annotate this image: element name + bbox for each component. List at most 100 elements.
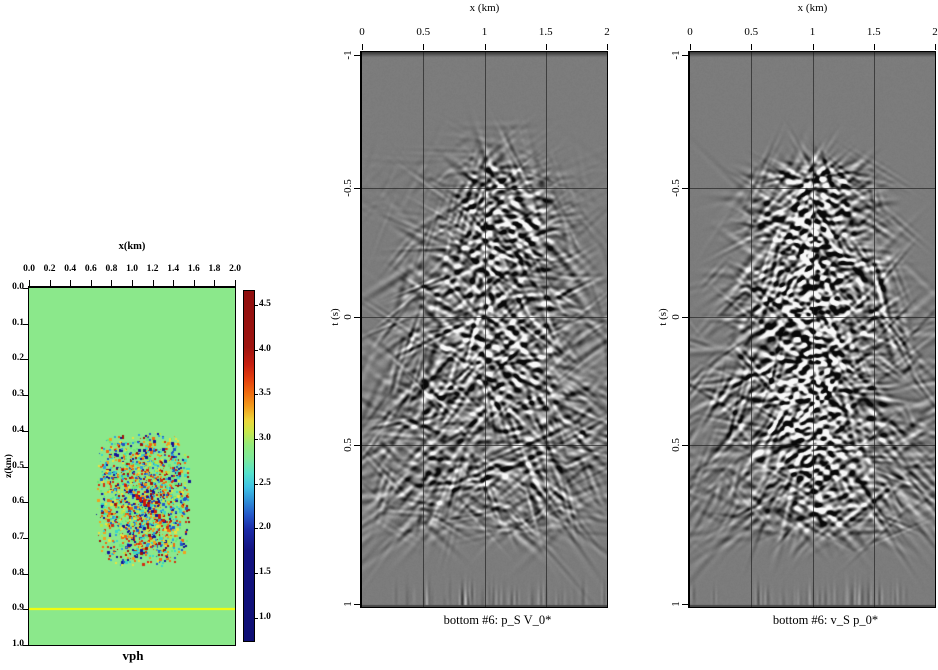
seismic-grid-hline [690, 317, 935, 318]
model-x-tick-label: 0.0 [23, 264, 35, 274]
seismic-x-tick-label: 2 [604, 26, 610, 38]
seismic-t-tick-mark [354, 604, 360, 606]
seismic-grid-vline [423, 52, 424, 607]
model-x-tick-mark [193, 280, 195, 286]
colorbar-tick-mark [254, 349, 258, 351]
seismic-x-tick-label: 2 [932, 26, 938, 38]
seismic-x-tick-mark [362, 44, 363, 50]
seismic-t-tick-mark [354, 187, 360, 189]
seismic-t-tick-mark [682, 55, 688, 57]
seismic-panel-title: x (km) [469, 2, 500, 14]
seismic-grid-hline [362, 317, 607, 318]
seismic-panel-title: x (km) [797, 2, 828, 14]
seismic-grid-vline [813, 52, 814, 607]
model-x-tick-label: 1.0 [126, 264, 138, 274]
seismic-t-tick-label: -0.5 [670, 179, 682, 197]
model-z-tick-label: 0.7 [12, 531, 24, 542]
model-x-tick-mark [173, 280, 175, 286]
model-z-tick-mark [23, 645, 29, 646]
model-z-tick-mark [23, 288, 29, 289]
seismic-x-tick-label: 1.5 [538, 26, 553, 38]
model-x-tick-mark [70, 280, 72, 286]
seismic-t-tick-mark [354, 55, 360, 57]
seismic-x-tick-mark [607, 44, 608, 50]
seismic-t-tick-label: 1 [342, 601, 354, 607]
seismic-caption: bottom #6: p_S V_0* [443, 613, 552, 627]
seismic-x-tick-mark [873, 44, 875, 50]
seismic-t-tick-mark [682, 604, 688, 606]
colorbar-tick-label: 1.0 [259, 611, 271, 622]
colorbar-tick-mark [254, 394, 258, 396]
colorbar-tick-mark [254, 439, 258, 441]
colorbar-tick-label: 3.0 [259, 433, 271, 444]
seismic-gather-canvas [690, 52, 935, 607]
colorbar-tick-label: 4.5 [259, 299, 271, 310]
seismic-t-tick-mark [354, 444, 360, 446]
colorbar [243, 290, 255, 642]
model-panel-title: x(km) [118, 241, 146, 252]
model-z-tick-mark [23, 609, 29, 611]
model-z-tick-mark [23, 359, 29, 361]
model-x-tick-mark [152, 280, 154, 286]
model-x-tick-mark [235, 280, 236, 286]
colorbar-tick-label: 3.5 [259, 388, 271, 399]
colorbar-tick-mark [254, 617, 258, 619]
model-z-tick-label: 0.3 [12, 389, 24, 400]
seismic-grid-hline [362, 188, 607, 189]
seismic-grid-hline [690, 445, 935, 446]
seismic-x-tick-mark [812, 44, 814, 50]
colorbar-tick-label: 2.5 [259, 477, 271, 488]
seismic-grid-hline [690, 188, 935, 189]
seismic-x-tick-label: 1.5 [866, 26, 881, 38]
model-x-tick-label: 1.6 [187, 264, 200, 274]
model-z-tick-mark [23, 466, 29, 468]
seismic-t-tick-label: 0 [670, 313, 682, 320]
colorbar-tick-label: 2.0 [259, 522, 271, 533]
seismic-t-tick-mark [354, 316, 360, 318]
model-x-tick-label: 0.6 [84, 264, 97, 274]
model-z-tick-label: 0.1 [12, 317, 24, 328]
model-x-tick-mark [111, 280, 113, 286]
model-z-tick-label: 0.6 [12, 496, 24, 507]
model-x-tick-mark [29, 280, 30, 286]
colorbar-tick-mark [254, 528, 258, 530]
model-z-tick-mark [23, 323, 29, 325]
seismic-x-tick-mark [690, 44, 691, 50]
model-z-tick-label: 0.4 [12, 424, 24, 435]
seismic-gather-canvas [362, 52, 607, 607]
seismic-t-axis-label: t (s) [329, 308, 341, 326]
seismic-t-tick-mark [682, 316, 688, 318]
seismic-t-tick-label: -1 [342, 50, 354, 60]
seismic-t-axis-label: t (s) [657, 308, 669, 326]
model-z-tick-label: 0.8 [12, 567, 24, 578]
seismic-x-tick-label: 0 [359, 26, 365, 38]
seismic-grid-vline [751, 52, 752, 607]
seismic-x-tick-mark [935, 44, 936, 50]
model-x-tick-mark [214, 280, 216, 286]
seismic-x-tick-label: 0.5 [416, 26, 431, 38]
model-x-tick-label: 0.8 [105, 264, 118, 274]
model-z-tick-label: 0.2 [12, 353, 24, 364]
seismic-x-tick-label: 0.5 [744, 26, 759, 38]
model-heatmap-canvas [29, 288, 235, 645]
model-z-tick-mark [23, 573, 29, 575]
colorbar-tick-label: 4.0 [259, 343, 271, 354]
seismic-t-tick-label: -0.5 [342, 179, 354, 197]
model-plot-frame [28, 286, 236, 646]
colorbar-tick-mark [254, 572, 258, 574]
seismic-x-tick-label: 1 [481, 26, 488, 38]
seismic-t-tick-label: -1 [670, 50, 682, 60]
model-x-tick-label: 1.4 [167, 264, 180, 274]
seismic-x-tick-mark [423, 44, 425, 50]
model-z-tick-mark [23, 395, 29, 397]
model-caption: vph [122, 648, 144, 663]
model-x-tick-label: 2.0 [229, 264, 241, 274]
model-x-tick-mark [90, 280, 92, 286]
model-x-tick-label: 1.8 [208, 264, 221, 274]
model-z-tick-mark [23, 537, 29, 539]
seismic-plot-frame [360, 51, 608, 608]
model-x-tick-label: 0.4 [64, 264, 77, 274]
seismic-caption: bottom #6: v_S p_0* [772, 613, 879, 627]
colorbar-tick-label: 1.5 [259, 566, 271, 577]
